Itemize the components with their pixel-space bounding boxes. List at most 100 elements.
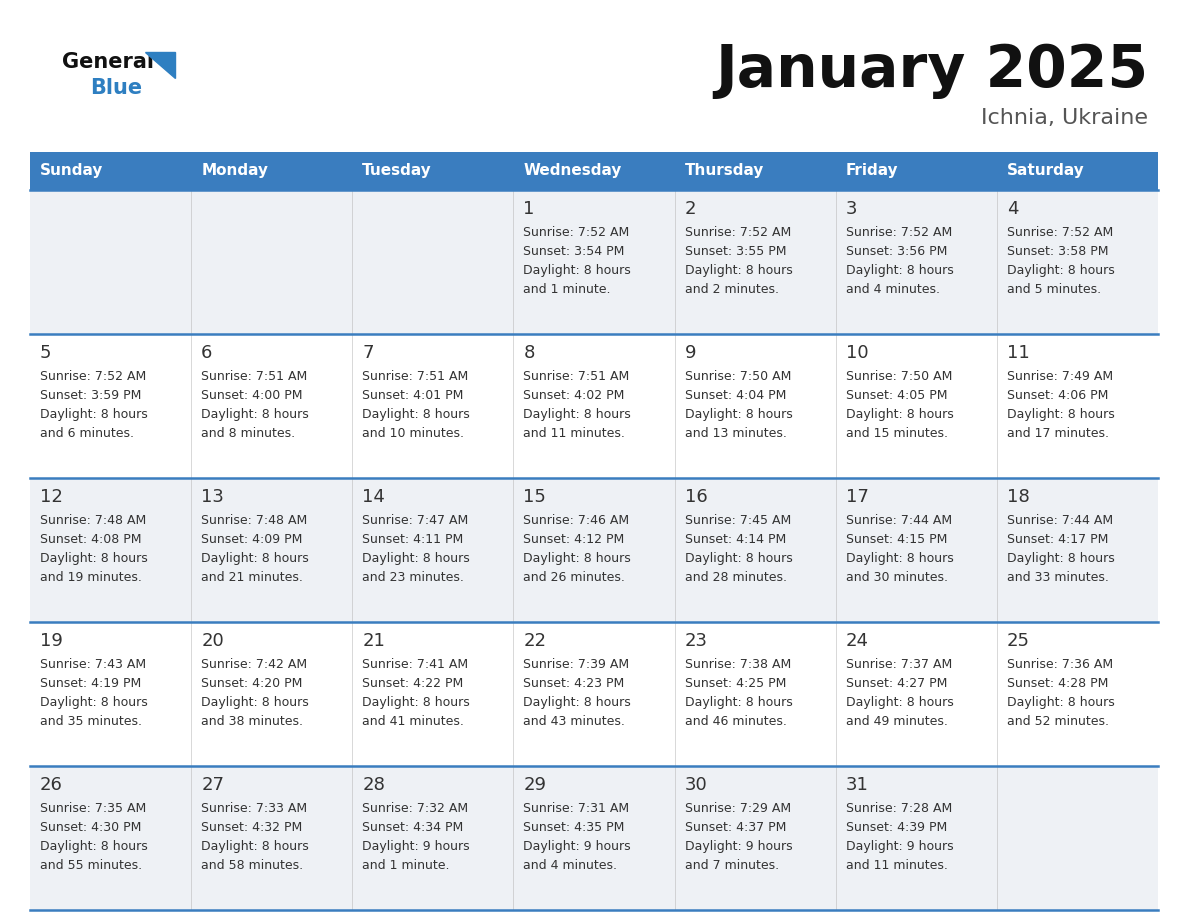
Text: Sunset: 4:22 PM: Sunset: 4:22 PM bbox=[362, 677, 463, 690]
Text: Sunrise: 7:51 AM: Sunrise: 7:51 AM bbox=[524, 370, 630, 383]
Text: Daylight: 9 hours: Daylight: 9 hours bbox=[846, 840, 953, 853]
Text: and 11 minutes.: and 11 minutes. bbox=[846, 859, 948, 872]
Text: 12: 12 bbox=[40, 488, 63, 506]
Bar bbox=[513, 152, 675, 190]
Text: Daylight: 8 hours: Daylight: 8 hours bbox=[684, 552, 792, 565]
Text: and 43 minutes.: and 43 minutes. bbox=[524, 715, 625, 728]
Text: 30: 30 bbox=[684, 776, 707, 794]
Text: Sunset: 4:14 PM: Sunset: 4:14 PM bbox=[684, 533, 785, 546]
Text: Sunset: 4:09 PM: Sunset: 4:09 PM bbox=[201, 533, 303, 546]
Text: Daylight: 8 hours: Daylight: 8 hours bbox=[201, 840, 309, 853]
Text: Sunset: 4:28 PM: Sunset: 4:28 PM bbox=[1007, 677, 1108, 690]
Text: Sunrise: 7:52 AM: Sunrise: 7:52 AM bbox=[684, 226, 791, 239]
Text: 25: 25 bbox=[1007, 632, 1030, 650]
Text: Sunset: 4:23 PM: Sunset: 4:23 PM bbox=[524, 677, 625, 690]
Text: Sunset: 4:00 PM: Sunset: 4:00 PM bbox=[201, 389, 303, 402]
Text: Sunrise: 7:52 AM: Sunrise: 7:52 AM bbox=[524, 226, 630, 239]
Text: and 4 minutes.: and 4 minutes. bbox=[846, 283, 940, 296]
Text: 2: 2 bbox=[684, 200, 696, 218]
Text: 27: 27 bbox=[201, 776, 225, 794]
Text: 1: 1 bbox=[524, 200, 535, 218]
Text: Sunset: 3:59 PM: Sunset: 3:59 PM bbox=[40, 389, 141, 402]
Text: Sunset: 4:32 PM: Sunset: 4:32 PM bbox=[201, 821, 303, 834]
Text: 14: 14 bbox=[362, 488, 385, 506]
Polygon shape bbox=[145, 52, 175, 78]
Text: Sunset: 4:25 PM: Sunset: 4:25 PM bbox=[684, 677, 786, 690]
Text: and 46 minutes.: and 46 minutes. bbox=[684, 715, 786, 728]
Text: Sunset: 4:08 PM: Sunset: 4:08 PM bbox=[40, 533, 141, 546]
Text: Sunset: 3:54 PM: Sunset: 3:54 PM bbox=[524, 245, 625, 258]
Text: Sunrise: 7:46 AM: Sunrise: 7:46 AM bbox=[524, 514, 630, 527]
Text: 15: 15 bbox=[524, 488, 546, 506]
Text: Sunset: 4:02 PM: Sunset: 4:02 PM bbox=[524, 389, 625, 402]
Text: 26: 26 bbox=[40, 776, 63, 794]
Text: Daylight: 8 hours: Daylight: 8 hours bbox=[524, 264, 631, 277]
Text: and 5 minutes.: and 5 minutes. bbox=[1007, 283, 1101, 296]
Text: Daylight: 8 hours: Daylight: 8 hours bbox=[1007, 408, 1114, 421]
Text: 10: 10 bbox=[846, 344, 868, 362]
Text: Friday: Friday bbox=[846, 163, 898, 178]
Text: Daylight: 8 hours: Daylight: 8 hours bbox=[40, 552, 147, 565]
Text: Daylight: 8 hours: Daylight: 8 hours bbox=[846, 264, 954, 277]
Text: Sunrise: 7:36 AM: Sunrise: 7:36 AM bbox=[1007, 658, 1113, 671]
Text: Sunrise: 7:52 AM: Sunrise: 7:52 AM bbox=[1007, 226, 1113, 239]
Text: 24: 24 bbox=[846, 632, 868, 650]
Text: Daylight: 8 hours: Daylight: 8 hours bbox=[846, 552, 954, 565]
Text: Sunrise: 7:51 AM: Sunrise: 7:51 AM bbox=[201, 370, 308, 383]
Text: Sunset: 4:04 PM: Sunset: 4:04 PM bbox=[684, 389, 786, 402]
Text: Daylight: 8 hours: Daylight: 8 hours bbox=[524, 696, 631, 709]
Text: and 6 minutes.: and 6 minutes. bbox=[40, 427, 134, 440]
Text: Sunrise: 7:41 AM: Sunrise: 7:41 AM bbox=[362, 658, 468, 671]
Text: Sunrise: 7:32 AM: Sunrise: 7:32 AM bbox=[362, 802, 468, 815]
Text: and 4 minutes.: and 4 minutes. bbox=[524, 859, 618, 872]
Text: 7: 7 bbox=[362, 344, 374, 362]
Text: General: General bbox=[62, 52, 154, 72]
Text: Sunrise: 7:48 AM: Sunrise: 7:48 AM bbox=[201, 514, 308, 527]
Bar bbox=[191, 152, 353, 190]
Text: Sunrise: 7:28 AM: Sunrise: 7:28 AM bbox=[846, 802, 952, 815]
Text: 22: 22 bbox=[524, 632, 546, 650]
Text: Sunrise: 7:29 AM: Sunrise: 7:29 AM bbox=[684, 802, 791, 815]
Text: Daylight: 8 hours: Daylight: 8 hours bbox=[846, 408, 954, 421]
Text: and 15 minutes.: and 15 minutes. bbox=[846, 427, 948, 440]
Text: Sunset: 4:06 PM: Sunset: 4:06 PM bbox=[1007, 389, 1108, 402]
Text: Sunrise: 7:44 AM: Sunrise: 7:44 AM bbox=[1007, 514, 1113, 527]
Text: 5: 5 bbox=[40, 344, 51, 362]
Text: and 19 minutes.: and 19 minutes. bbox=[40, 571, 141, 584]
Text: Daylight: 8 hours: Daylight: 8 hours bbox=[684, 264, 792, 277]
Text: Sunrise: 7:35 AM: Sunrise: 7:35 AM bbox=[40, 802, 146, 815]
Text: 31: 31 bbox=[846, 776, 868, 794]
Text: Daylight: 9 hours: Daylight: 9 hours bbox=[684, 840, 792, 853]
Text: and 49 minutes.: and 49 minutes. bbox=[846, 715, 948, 728]
Text: Daylight: 8 hours: Daylight: 8 hours bbox=[40, 840, 147, 853]
Text: Daylight: 8 hours: Daylight: 8 hours bbox=[524, 552, 631, 565]
Text: Sunrise: 7:44 AM: Sunrise: 7:44 AM bbox=[846, 514, 952, 527]
Text: Sunrise: 7:50 AM: Sunrise: 7:50 AM bbox=[684, 370, 791, 383]
Bar bbox=[353, 152, 513, 190]
Text: Thursday: Thursday bbox=[684, 163, 764, 178]
Text: Daylight: 8 hours: Daylight: 8 hours bbox=[684, 408, 792, 421]
Text: 17: 17 bbox=[846, 488, 868, 506]
Text: Daylight: 8 hours: Daylight: 8 hours bbox=[201, 552, 309, 565]
Text: Daylight: 8 hours: Daylight: 8 hours bbox=[362, 552, 470, 565]
Text: Sunrise: 7:33 AM: Sunrise: 7:33 AM bbox=[201, 802, 308, 815]
Text: Wednesday: Wednesday bbox=[524, 163, 621, 178]
Text: 29: 29 bbox=[524, 776, 546, 794]
Text: Sunset: 4:11 PM: Sunset: 4:11 PM bbox=[362, 533, 463, 546]
Text: 11: 11 bbox=[1007, 344, 1030, 362]
Text: Sunset: 4:34 PM: Sunset: 4:34 PM bbox=[362, 821, 463, 834]
Text: and 8 minutes.: and 8 minutes. bbox=[201, 427, 296, 440]
Text: Daylight: 8 hours: Daylight: 8 hours bbox=[201, 696, 309, 709]
Bar bbox=[30, 478, 1158, 622]
Text: Sunrise: 7:50 AM: Sunrise: 7:50 AM bbox=[846, 370, 952, 383]
Text: and 11 minutes.: and 11 minutes. bbox=[524, 427, 625, 440]
Text: 8: 8 bbox=[524, 344, 535, 362]
Text: 13: 13 bbox=[201, 488, 225, 506]
Text: Daylight: 9 hours: Daylight: 9 hours bbox=[524, 840, 631, 853]
Text: and 55 minutes.: and 55 minutes. bbox=[40, 859, 143, 872]
Text: Sunset: 4:15 PM: Sunset: 4:15 PM bbox=[846, 533, 947, 546]
Text: Sunset: 4:12 PM: Sunset: 4:12 PM bbox=[524, 533, 625, 546]
Text: Sunset: 4:35 PM: Sunset: 4:35 PM bbox=[524, 821, 625, 834]
Text: 18: 18 bbox=[1007, 488, 1030, 506]
Text: 28: 28 bbox=[362, 776, 385, 794]
